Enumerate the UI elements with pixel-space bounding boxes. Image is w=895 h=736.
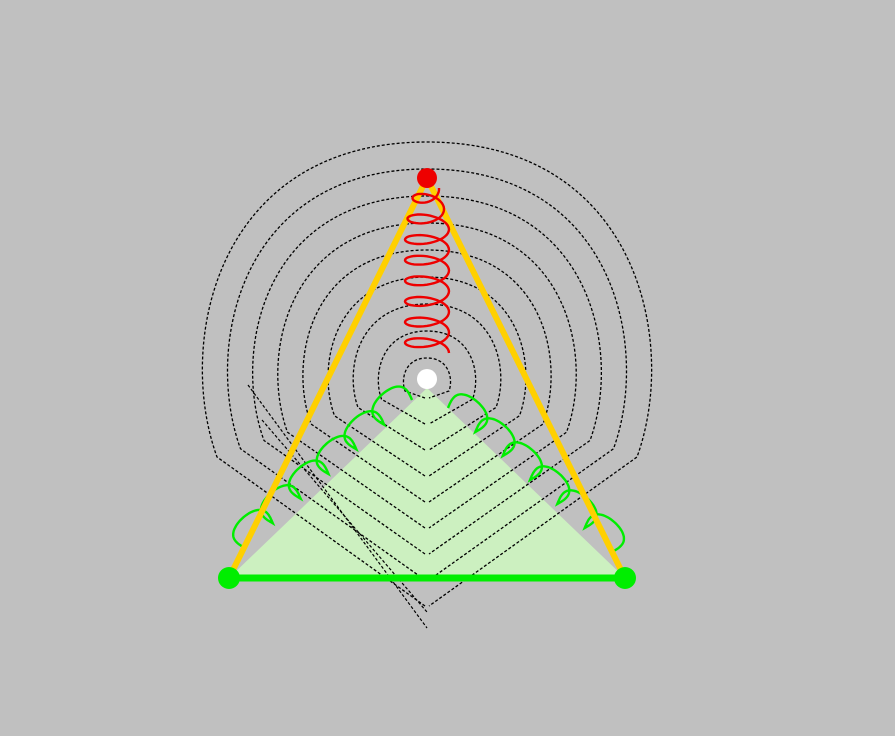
contour-line [402,357,452,399]
contour-line [377,330,477,425]
wave-curve [232,385,414,550]
contour-line [247,384,428,629]
filled-region [229,388,625,578]
right-side [424,175,628,581]
base-left-point[interactable] [218,567,240,589]
contour-line [302,249,552,503]
contour-line [252,195,602,555]
base-right-point[interactable] [614,567,636,589]
apex-point[interactable] [417,168,437,188]
wave-curves [232,385,626,554]
spiral-coil [403,188,451,354]
contour-line [352,303,502,451]
wave-curve [446,393,626,554]
center-point[interactable] [417,369,437,389]
left-side [226,175,430,581]
contour-line [201,141,653,607]
